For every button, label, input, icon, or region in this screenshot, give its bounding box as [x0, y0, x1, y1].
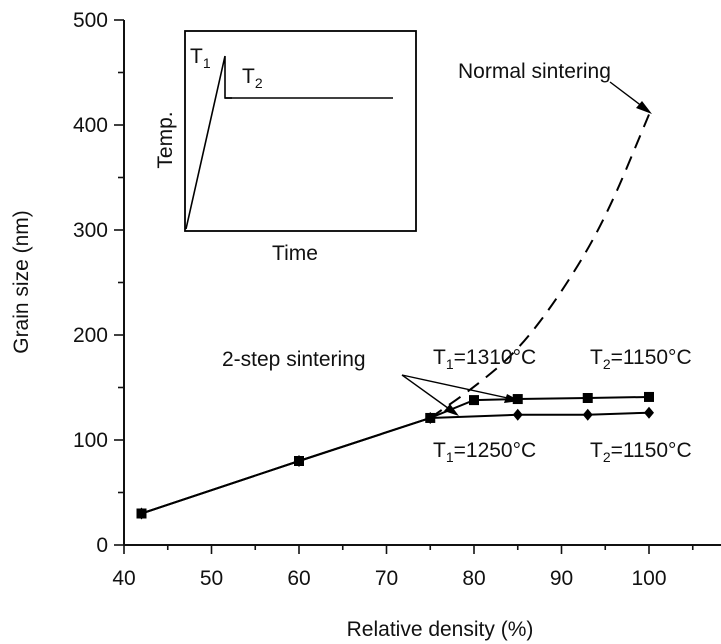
- two-step-arrow-upper: [401, 374, 513, 400]
- x-tick-label: 80: [462, 567, 485, 590]
- x-tick-label: 90: [550, 567, 573, 590]
- annotations: Normal sintering 2-step sintering T1=131…: [222, 60, 692, 465]
- ticks: [114, 19, 694, 554]
- tick-labels: 40 50 60 70 80 90 100 0 100 200 300 400 500: [73, 9, 667, 590]
- two-step-label: 2-step sintering: [222, 348, 366, 371]
- upper-t2-label: T2=1150°C: [590, 346, 692, 372]
- normal-sintering-curve: [429, 114, 650, 419]
- diamond-marker: [644, 406, 654, 419]
- x-tick-label: 50: [200, 567, 223, 590]
- two-step-arrowhead-lower: [444, 404, 459, 416]
- y-tick-label: 0: [96, 534, 108, 557]
- diamond-marker: [294, 455, 304, 467]
- square-marker: [469, 395, 479, 406]
- y-tick-label: 300: [73, 219, 108, 242]
- normal-sintering-label: Normal sintering: [458, 60, 611, 83]
- inset-profile-line: [185, 55, 393, 230]
- x-tick-label: 60: [287, 567, 310, 590]
- square-marker: [644, 391, 654, 402]
- x-tick-label: 40: [112, 567, 135, 590]
- diamond-marker: [136, 507, 147, 520]
- square-marker: [582, 393, 593, 403]
- square-marker: [512, 394, 523, 405]
- upper-t1-label: T1=1310°C: [433, 346, 536, 372]
- x-tick-label: 70: [375, 567, 398, 590]
- lower-t1-label: T1=1250°C: [433, 439, 536, 465]
- lower-t2-label: T2=1150°C: [590, 439, 692, 465]
- y-tick-label: 100: [73, 429, 108, 452]
- two-step-arrowhead-upper: [504, 394, 520, 403]
- two-step-arrow-lower: [401, 374, 453, 412]
- inset-y-label: Temp.: [154, 111, 177, 168]
- y-tick-label: 400: [73, 114, 108, 137]
- inset-t2-label: T2: [242, 65, 263, 91]
- y-tick-label: 500: [73, 9, 108, 32]
- series-line-1250: [141, 411, 650, 515]
- normal-sintering-arrowhead: [636, 101, 652, 114]
- y-axis-title: Grain size (nm): [10, 210, 33, 354]
- x-axis-title: Relative density (%): [347, 618, 534, 641]
- x-tick-label: 100: [631, 567, 666, 590]
- y-tick-label: 200: [73, 324, 108, 347]
- markers: [136, 391, 654, 520]
- inset-temperature-profile: T1 T2 Temp. Time: [154, 30, 417, 265]
- diamond-marker: [582, 408, 593, 421]
- inset-frame: [184, 30, 417, 232]
- diamond-marker: [512, 408, 523, 421]
- inset-x-label: Time: [272, 242, 318, 265]
- diamond-marker: [425, 411, 436, 424]
- inset-t1-label: T1: [190, 45, 211, 71]
